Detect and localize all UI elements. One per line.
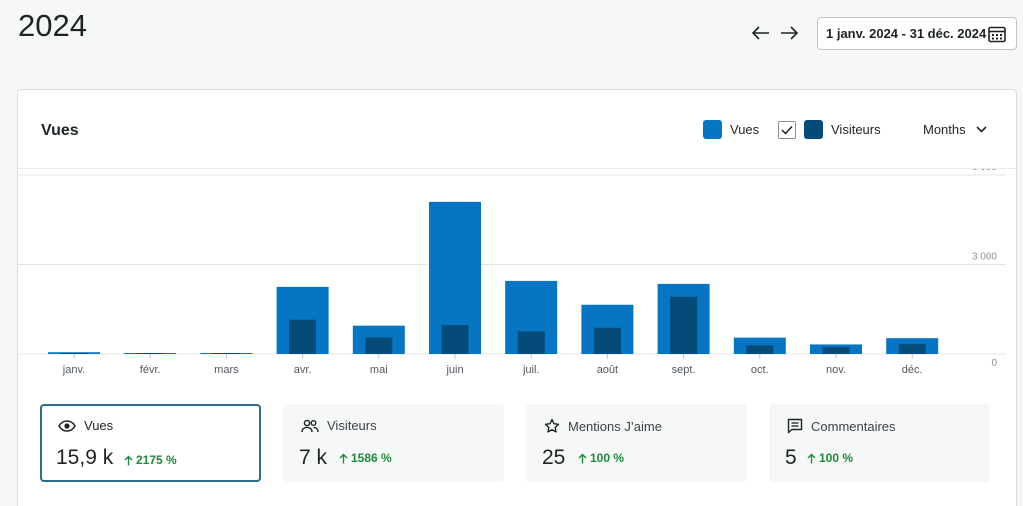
arrow-up-icon: [339, 453, 348, 464]
eye-icon: [58, 419, 76, 432]
bar-visiteurs-10: [746, 345, 774, 354]
x-tick-label: mai: [370, 364, 388, 376]
date-range-label: 1 janv. 2024 - 31 déc. 2024: [826, 26, 987, 41]
x-tick-label: févr.: [140, 364, 161, 376]
views-bar-chart: 6 000 3 000 0 janv. févr. mars avr. mai juin juil…: [18, 169, 1006, 376]
arrow-up-icon: [124, 455, 133, 466]
stat-change: 1586 %: [339, 451, 392, 465]
bar-visiteurs-12: [898, 344, 926, 354]
card-title: Vues: [41, 122, 79, 139]
stat-tile-commentaires[interactable]: Commentaires 5 100 %: [769, 404, 990, 482]
x-tick-label: mars: [214, 364, 239, 376]
arrow-up-icon: [578, 453, 587, 464]
previous-period-button[interactable]: [752, 22, 770, 44]
stat-tile-mentions[interactable]: Mentions J’aime 25 100 %: [526, 404, 747, 482]
stat-change-value: 2175 %: [136, 453, 177, 467]
stat-header: Visiteurs: [301, 418, 377, 433]
bar-visiteurs-5: [365, 337, 393, 354]
stat-header: Vues: [58, 418, 113, 433]
page-title: 2024: [18, 8, 87, 43]
bar-visiteurs-1: [60, 353, 88, 354]
next-period-button[interactable]: [780, 22, 798, 44]
x-tick-label: oct.: [751, 364, 769, 376]
stat-value: 7 k: [299, 446, 328, 469]
arrow-right-icon: [781, 26, 798, 40]
stat-tile-visiteurs[interactable]: Visiteurs 7 k 1586 %: [283, 404, 504, 482]
chart-top-border: [18, 168, 1016, 169]
stat-label: Commentaires: [811, 418, 896, 434]
stat-tile-vues[interactable]: Vues 15,9 k 2175 %: [40, 404, 261, 482]
x-tick-label: déc.: [902, 364, 923, 376]
x-tick-label: sept.: [672, 364, 696, 376]
x-tick-label: juin: [445, 364, 463, 376]
x-tick-label: août: [597, 364, 618, 376]
visiteurs-checkbox[interactable]: [778, 120, 796, 139]
y-tick-label: 0: [991, 358, 997, 369]
bar-visiteurs-7: [517, 331, 545, 354]
views-card: Vues Vues Visiteurs Months 6 000 3 000 0 ja…: [17, 89, 1017, 506]
period-select-label: Months: [923, 122, 966, 137]
stat-change-value: 100 %: [590, 451, 625, 465]
bar-visiteurs-6: [441, 325, 469, 354]
stat-label: Mentions J’aime: [568, 418, 662, 434]
stat-change: 2175 %: [124, 453, 177, 467]
stat-value: 25: [542, 446, 566, 469]
arrow-left-icon: [752, 26, 769, 40]
bar-visiteurs-11: [822, 347, 850, 354]
y-tick-label: 6 000: [972, 169, 997, 173]
y-tick-label: 3 000: [972, 252, 997, 263]
stat-change: 100 %: [578, 451, 624, 465]
x-tick-label: juil.: [522, 364, 540, 376]
stat-header: Commentaires: [787, 418, 896, 434]
x-tick-label: nov.: [826, 364, 846, 376]
period-select[interactable]: Months: [923, 122, 987, 137]
stat-change-value: 100 %: [819, 451, 854, 465]
comment-icon: [787, 418, 803, 434]
bar-visiteurs-2: [136, 353, 164, 354]
bar-visiteurs-9: [670, 296, 698, 354]
legend-vues-label: Vues: [730, 122, 760, 137]
stats-row: Vues 15,9 k 2175 % Visiteurs 7 k 1586 % Mentio…: [40, 404, 990, 482]
star-icon: [544, 418, 560, 434]
bar-visiteurs-4: [289, 319, 317, 354]
arrow-up-icon: [807, 453, 816, 464]
stat-change: 100 %: [807, 451, 853, 465]
chevron-down-icon: [976, 126, 987, 133]
bar-visiteurs-8: [593, 327, 621, 354]
legend-visiteurs: Visiteurs: [778, 120, 881, 139]
bar-visiteurs-3: [212, 353, 240, 354]
legend-visiteurs-label: Visiteurs: [831, 122, 881, 137]
date-navigation: [752, 22, 798, 44]
check-icon: [781, 125, 793, 135]
x-tick-label: janv.: [62, 364, 85, 376]
stat-label: Visiteurs: [327, 418, 377, 433]
stat-value: 15,9 k: [56, 446, 114, 469]
legend-visiteurs-swatch: [804, 120, 823, 139]
people-icon: [301, 419, 319, 433]
calendar-icon: [988, 26, 1006, 43]
stat-value: 5: [785, 446, 797, 469]
stat-label: Vues: [84, 418, 114, 433]
stat-header: Mentions J’aime: [544, 418, 662, 434]
stat-change-value: 1586 %: [351, 451, 392, 465]
date-range-picker[interactable]: 1 janv. 2024 - 31 déc. 2024: [817, 17, 1017, 50]
legend-vues: Vues: [703, 120, 759, 139]
legend-vues-swatch: [703, 120, 722, 139]
x-tick-label: avr.: [294, 364, 312, 376]
